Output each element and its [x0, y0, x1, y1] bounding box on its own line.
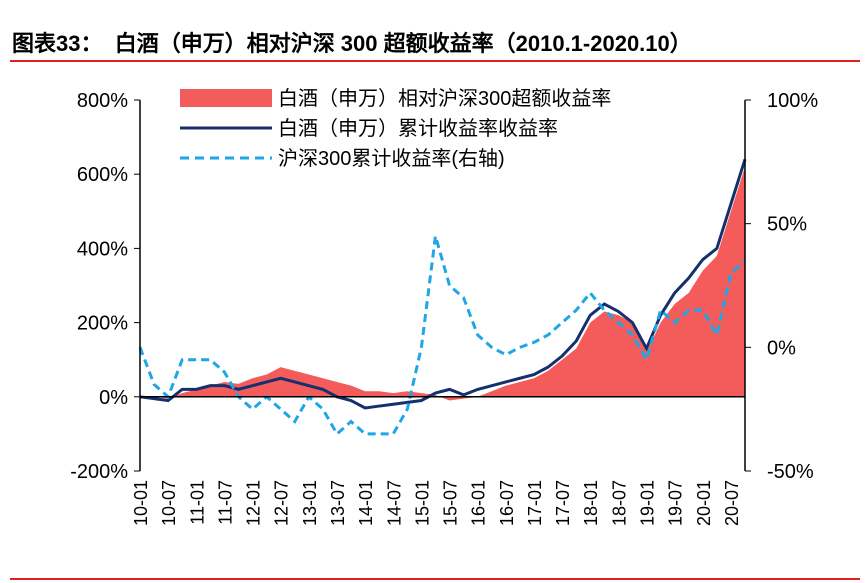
- right-tick-label: 0%: [767, 337, 796, 359]
- legend-swatch-excess: [180, 89, 272, 107]
- left-tick-label: 200%: [77, 313, 128, 335]
- left-tick-label: 0%: [99, 387, 128, 409]
- x-tick-label: 10-01: [131, 480, 151, 526]
- excess-return-area: [140, 166, 745, 401]
- left-tick-label: 600%: [77, 164, 128, 186]
- x-tick-label: 20-01: [694, 480, 714, 526]
- x-tick-label: 16-01: [469, 480, 489, 526]
- x-tick-label: 14-07: [384, 480, 404, 526]
- x-tick-label: 12-07: [272, 480, 292, 526]
- x-tick-label: 16-07: [497, 480, 517, 526]
- hs300-cumulative-line: [138, 235, 746, 437]
- right-tick-label: 50%: [767, 214, 807, 236]
- x-tick-label: 13-07: [328, 480, 348, 526]
- bottom-divider: [10, 578, 860, 580]
- legend-label: 白酒（申万）累计收益率收益率: [278, 117, 558, 140]
- x-tick-label: 19-01: [638, 480, 658, 526]
- x-tick-label: 18-01: [581, 480, 601, 526]
- legend-label: 沪深300累计收益率(右轴): [278, 147, 505, 170]
- x-tick-label: 14-01: [356, 480, 376, 526]
- x-tick-label: 15-07: [441, 480, 461, 526]
- x-tick-label: 20-07: [722, 480, 742, 526]
- x-tick-label: 12-01: [244, 480, 264, 526]
- x-tick-label: 15-01: [412, 480, 432, 526]
- right-tick-label: -50%: [767, 461, 814, 483]
- left-tick-label: 400%: [77, 238, 128, 260]
- chart-title: 图表33： 白酒（申万）相对沪深 300 超额收益率（2010.1-2020.1…: [12, 31, 692, 56]
- x-tick-label: 10-07: [159, 480, 179, 526]
- right-tick-label: 100%: [767, 90, 818, 112]
- x-tick-label: 18-07: [609, 480, 629, 526]
- legend-label: 白酒（申万）相对沪深300超额收益率: [278, 87, 611, 110]
- x-tick-label: 11-01: [187, 480, 207, 525]
- title-divider: [10, 60, 860, 62]
- left-tick-label: 800%: [77, 90, 128, 112]
- x-tick-label: 17-01: [525, 480, 545, 526]
- left-tick-label: -200%: [70, 461, 128, 483]
- x-tick-label: 11-07: [215, 480, 235, 525]
- x-tick-label: 19-07: [666, 480, 686, 526]
- baijiu-cumulative-line: [139, 158, 747, 410]
- x-tick-label: 17-07: [553, 480, 573, 526]
- x-tick-label: 13-01: [300, 480, 320, 526]
